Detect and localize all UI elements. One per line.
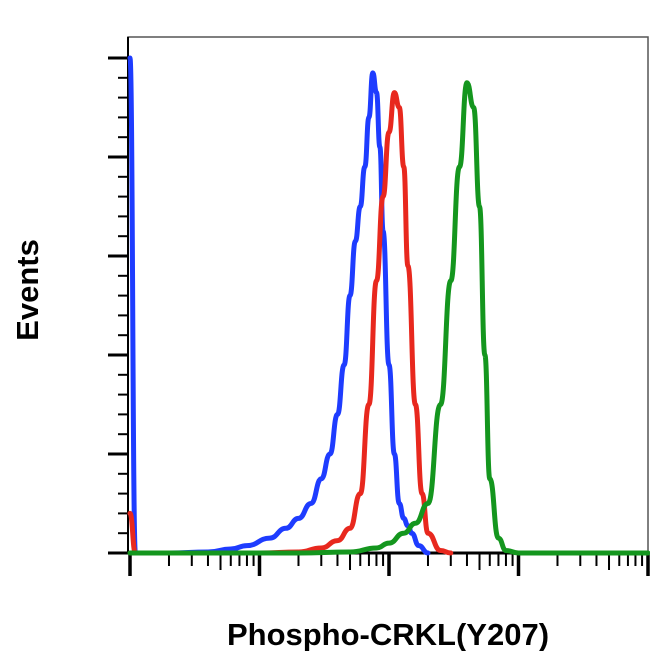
series-layer [127, 55, 650, 556]
y-axis-label: Events [10, 239, 45, 341]
x-axis-ticks [128, 553, 650, 576]
y-axis-ticks [108, 56, 128, 555]
series-line-3 [127, 80, 650, 556]
x-axis-label: Phospho-CRKL(Y207) [227, 617, 549, 651]
series-line-1 [127, 55, 431, 556]
